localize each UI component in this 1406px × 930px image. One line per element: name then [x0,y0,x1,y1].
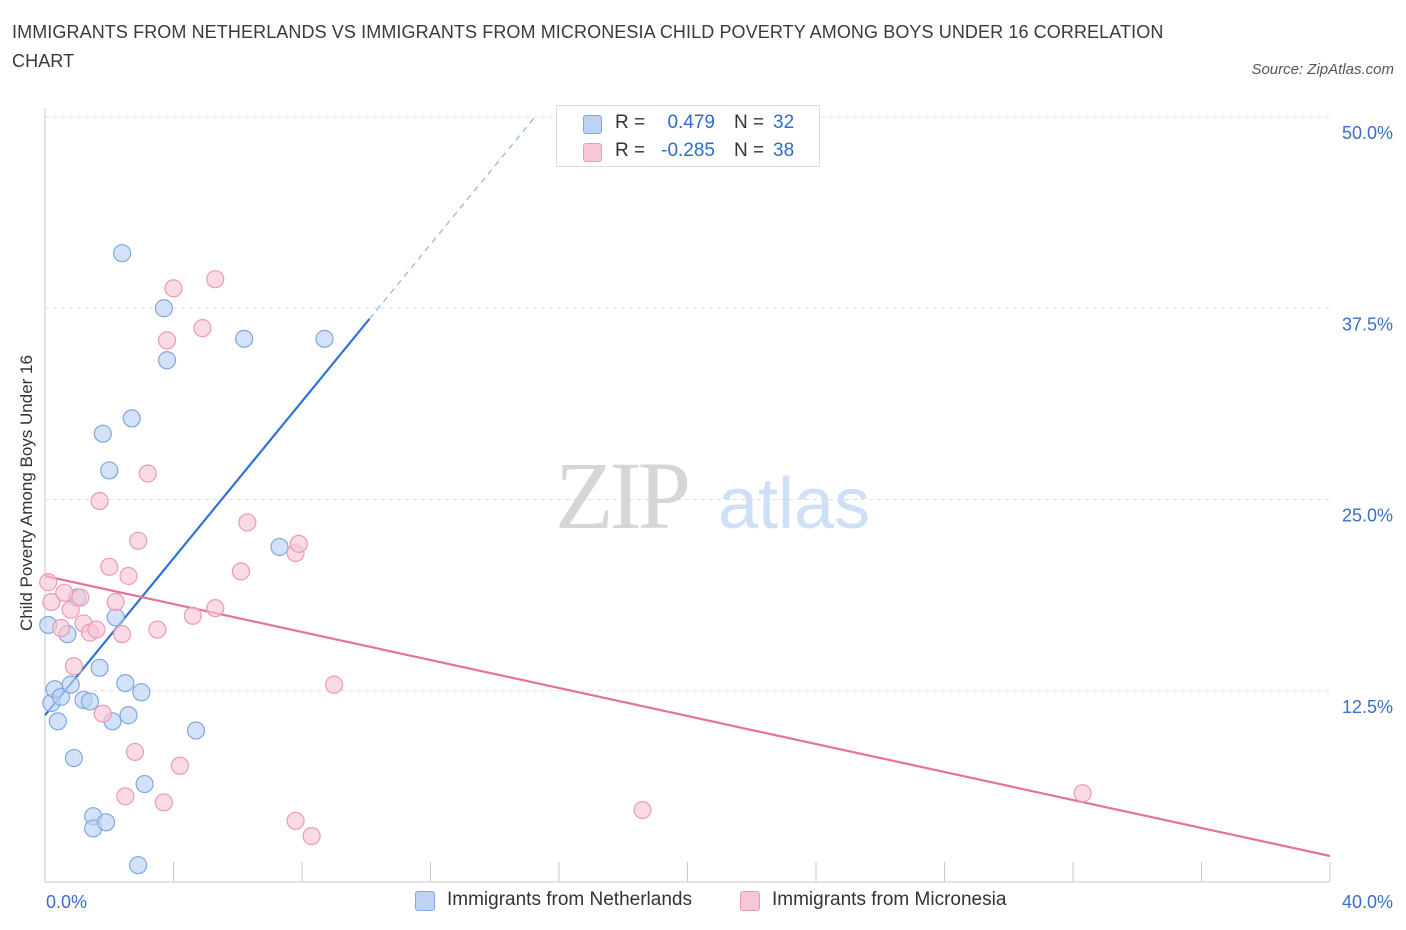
micronesia-point [106,592,125,612]
micronesia-point [206,270,225,289]
micronesia-swatch [583,143,602,162]
micronesia-point [100,557,119,576]
correlation-legend: R = 0.479 N = 32 R = -0.285 N = 38 [556,105,820,167]
watermark-zip: ZIP [555,442,688,549]
x-tick-label-min: 0.0% [46,892,87,912]
micronesia-legend-label: Immigrants from Micronesia [772,889,1007,910]
micronesia-point [193,319,212,338]
micronesia-point [148,620,167,639]
netherlands-point [61,675,80,694]
point-layer [39,244,1092,875]
micronesia-point [289,534,308,553]
micronesia-point [183,606,202,625]
micronesia-point [39,573,58,592]
netherlands-point [235,329,254,348]
micronesia-point [51,618,71,638]
r-label: R = [615,112,646,133]
netherlands-legend-label: Immigrants from Netherlands [447,889,692,910]
y-axis-label: Child Poverty Among Boys Under 16 [17,355,36,631]
r-value-micronesia: -0.285 [661,140,715,161]
micronesia-point [112,625,132,644]
netherlands-point [186,721,206,740]
netherlands-point [132,683,151,702]
netherlands-point [80,692,100,711]
netherlands-point [315,329,334,348]
micronesia-point [125,742,145,762]
netherlands-point [112,244,132,263]
micronesia-point [206,599,225,618]
netherlands-point [116,673,135,693]
r-value-netherlands: 0.479 [667,112,715,133]
micronesia-trendline [44,574,1331,858]
n-value-micronesia: 38 [773,140,795,161]
micronesia-point [90,491,109,511]
netherlands-trendline [44,318,371,716]
micronesia-point [231,562,251,581]
trend-layer [44,114,1331,858]
netherlands-point [93,424,112,443]
y-tick-label: 50.0% [1342,123,1393,143]
micronesia-point [93,704,112,723]
netherlands-point [154,299,173,318]
micronesia-point [61,600,80,619]
netherlands-point [122,409,141,428]
micronesia-point [129,531,148,550]
netherlands-point [119,706,138,725]
netherlands-point [106,608,125,627]
netherlands-trendline-extension [368,114,537,320]
n-value-netherlands: 32 [773,112,795,133]
micronesia-point [87,620,106,639]
micronesia-point [286,811,305,830]
label-layer: 12.5% 25.0% 37.5% 50.0% 0.0% 40.0% [46,123,1393,912]
netherlands-point [129,856,148,875]
micronesia-point [71,588,90,607]
micronesia-point [238,513,257,532]
netherlands-point [96,813,116,832]
r-label: R = [615,140,646,161]
netherlands-swatch [583,115,602,134]
grid-layer [45,116,1330,692]
y-tick-label: 37.5% [1342,314,1393,334]
netherlands-legend-swatch [415,891,435,911]
y-tick-label: 12.5% [1342,697,1393,717]
micronesia-point [157,331,177,350]
n-label: N = [734,140,765,161]
micronesia-legend-swatch [740,891,760,911]
n-label: N = [734,112,765,133]
micronesia-point [138,464,157,483]
netherlands-point [157,351,177,370]
micronesia-point [170,756,190,775]
netherlands-point [48,712,67,731]
micronesia-point [325,675,344,694]
netherlands-point [270,537,289,557]
chart-title: IMMIGRANTS FROM NETHERLANDS VS IMMIGRANT… [12,22,1164,71]
micronesia-point [55,583,74,602]
netherlands-point [135,774,154,794]
watermark-atlas: atlas [718,464,870,544]
netherlands-point [51,687,71,706]
netherlands-point [100,461,119,480]
micronesia-point [302,826,321,846]
y-tick-label: 25.0% [1342,506,1393,526]
micronesia-point [42,592,61,612]
netherlands-point [64,748,84,768]
micronesia-point [116,787,135,806]
source-label: Source: ZipAtlas.com [1251,61,1394,78]
micronesia-point [119,566,138,586]
netherlands-point [90,658,109,677]
micronesia-point [633,800,652,820]
micronesia-point [64,657,84,676]
micronesia-point [154,793,173,812]
micronesia-point [164,279,183,298]
axis-layer [44,108,1331,883]
micronesia-point [1073,784,1092,803]
x-tick-label-max: 40.0% [1342,892,1393,912]
